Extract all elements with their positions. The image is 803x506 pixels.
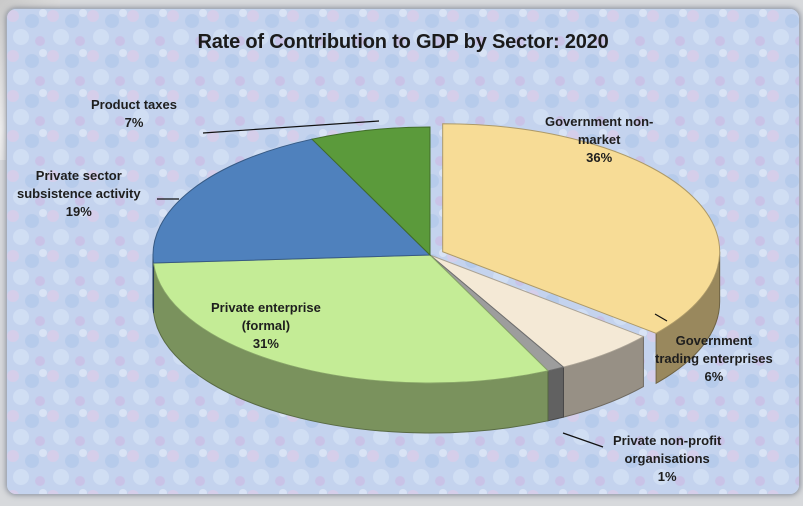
label-line: Private sector [35, 168, 122, 183]
leader-private-non-profit [562, 432, 604, 448]
label-private-enterprise-formal: Private enterprise (formal) 31% [211, 299, 321, 353]
label-product-taxes: Product taxes 7% [91, 96, 177, 132]
label-percent: 31% [252, 336, 279, 351]
slice-side-private-non-profit-organisations [547, 366, 564, 422]
label-line: (formal) [241, 318, 291, 333]
label-line: trading enterprises [655, 351, 773, 366]
slice-private-sector-subsistence-activity [152, 138, 432, 264]
leader-government-trading [654, 313, 668, 322]
label-government-trading-enterprises: Government trading enterprises 6% [655, 332, 773, 386]
label-percent: 7% [124, 115, 144, 130]
leader-product-taxes [202, 120, 380, 134]
label-line: subsistence activity [17, 186, 141, 201]
label-line: market [577, 132, 621, 147]
label-line: Government [675, 333, 753, 348]
slice-product-taxes [311, 126, 431, 257]
label-line: Product taxes [91, 97, 177, 112]
slice-private-enterprise-formal [152, 254, 549, 384]
label-percent: 19% [65, 204, 92, 219]
chart-title: Rate of Contribution to GDP by Sector: 2… [197, 31, 609, 53]
label-percent: 6% [704, 369, 724, 384]
label-percent: 1% [657, 469, 677, 484]
slice-government-non-market [442, 123, 721, 334]
chart-area: Rate of Contribution to GDP by Sector: 2… [6, 8, 800, 495]
pie-chart [7, 9, 799, 494]
label-line: Private enterprise [211, 300, 321, 315]
label-private-sector-subsistence: Private sector subsistence activity 19% [17, 167, 141, 221]
label-line: Government non- [545, 114, 654, 129]
label-line: organisations [624, 451, 710, 466]
label-government-non-market: Government non- market 36% [545, 113, 653, 167]
label-line: Private non-profit [613, 433, 722, 448]
label-percent: 36% [586, 150, 613, 165]
label-private-non-profit: Private non-profit organisations 1% [613, 432, 721, 486]
